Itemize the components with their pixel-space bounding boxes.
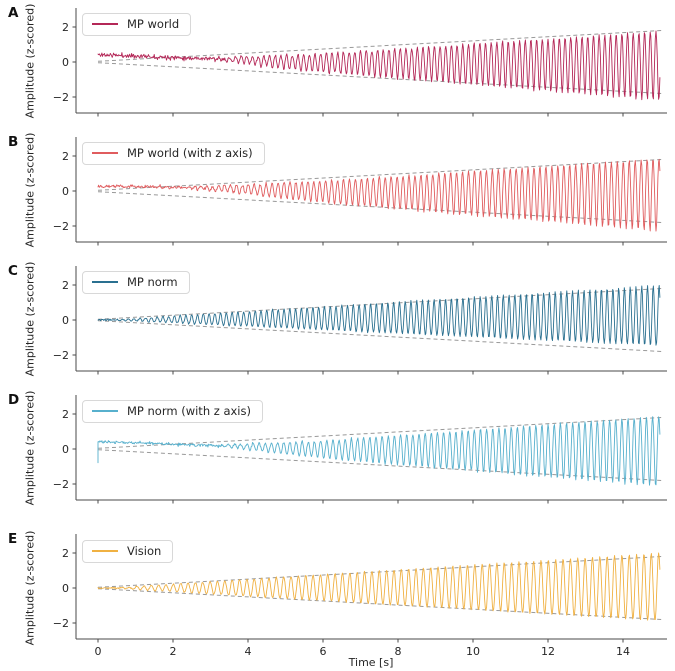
svg-text:0: 0 [95, 645, 102, 658]
panel-letter: B [8, 134, 19, 150]
svg-text:2: 2 [62, 21, 69, 34]
panel-c: C Amplitude (z-scored) 2 0 −2 MP norm [0, 258, 675, 387]
svg-text:10: 10 [466, 645, 480, 658]
x-axis-label: Time [s] [348, 656, 394, 669]
panel-e: E Amplitude (z-scored) 2 0 −2 0 2 4 6 8 10 12 14 V… [0, 516, 675, 671]
panel-letter: C [8, 263, 18, 279]
svg-text:2: 2 [170, 645, 177, 658]
svg-text:0: 0 [62, 582, 69, 595]
legend: Vision [82, 540, 174, 563]
svg-text:2: 2 [62, 150, 69, 163]
svg-text:2: 2 [62, 547, 69, 560]
svg-text:0: 0 [62, 443, 69, 456]
legend-line-swatch [92, 152, 118, 155]
plot-area: 2 0 −2 [53, 266, 667, 375]
legend-label: Vision [127, 544, 162, 558]
plot-area: 2 0 −2 [53, 8, 667, 117]
plot-area: 2 0 −2 0 2 4 6 8 10 12 14 [53, 534, 667, 658]
panel-letter: A [8, 5, 19, 21]
legend: MP world (with z axis) [82, 142, 265, 165]
svg-text:−2: −2 [53, 220, 69, 233]
legend-label: MP norm (with z axis) [127, 404, 251, 418]
legend-line-swatch [92, 281, 118, 284]
svg-text:4: 4 [245, 645, 252, 658]
svg-text:0: 0 [62, 56, 69, 69]
svg-text:0: 0 [62, 314, 69, 327]
legend-label: MP world (with z axis) [127, 146, 253, 160]
legend: MP norm (with z axis) [82, 400, 263, 423]
svg-text:−2: −2 [53, 91, 69, 104]
panel-b: B Amplitude (z-scored) 2 0 −2 MP world (wi… [0, 129, 675, 258]
legend: MP world [82, 13, 192, 36]
svg-text:12: 12 [541, 645, 555, 658]
legend-line-swatch [92, 410, 118, 413]
svg-text:0: 0 [62, 185, 69, 198]
svg-text:2: 2 [62, 279, 69, 292]
svg-text:6: 6 [320, 645, 327, 658]
legend-line-swatch [92, 550, 118, 553]
svg-text:−2: −2 [53, 478, 69, 491]
panel-d: D Amplitude (z-scored) 2 0 −2 MP norm (wit… [0, 387, 675, 516]
legend-line-swatch [92, 23, 118, 26]
plot-area: 2 0 −2 [53, 395, 667, 504]
legend-label: MP world [127, 17, 180, 31]
panel-letter: E [8, 531, 18, 547]
legend-label: MP norm [127, 275, 178, 289]
svg-text:−2: −2 [53, 617, 69, 630]
panel-letter: D [8, 392, 20, 408]
svg-text:2: 2 [62, 408, 69, 421]
legend: MP norm [82, 271, 190, 294]
plot-area: 2 0 −2 [53, 137, 667, 246]
svg-text:14: 14 [616, 645, 630, 658]
panel-a: A Amplitude (z-scored) 2 0 −2 MP world [0, 0, 675, 129]
svg-text:8: 8 [395, 645, 402, 658]
svg-text:−2: −2 [53, 349, 69, 362]
